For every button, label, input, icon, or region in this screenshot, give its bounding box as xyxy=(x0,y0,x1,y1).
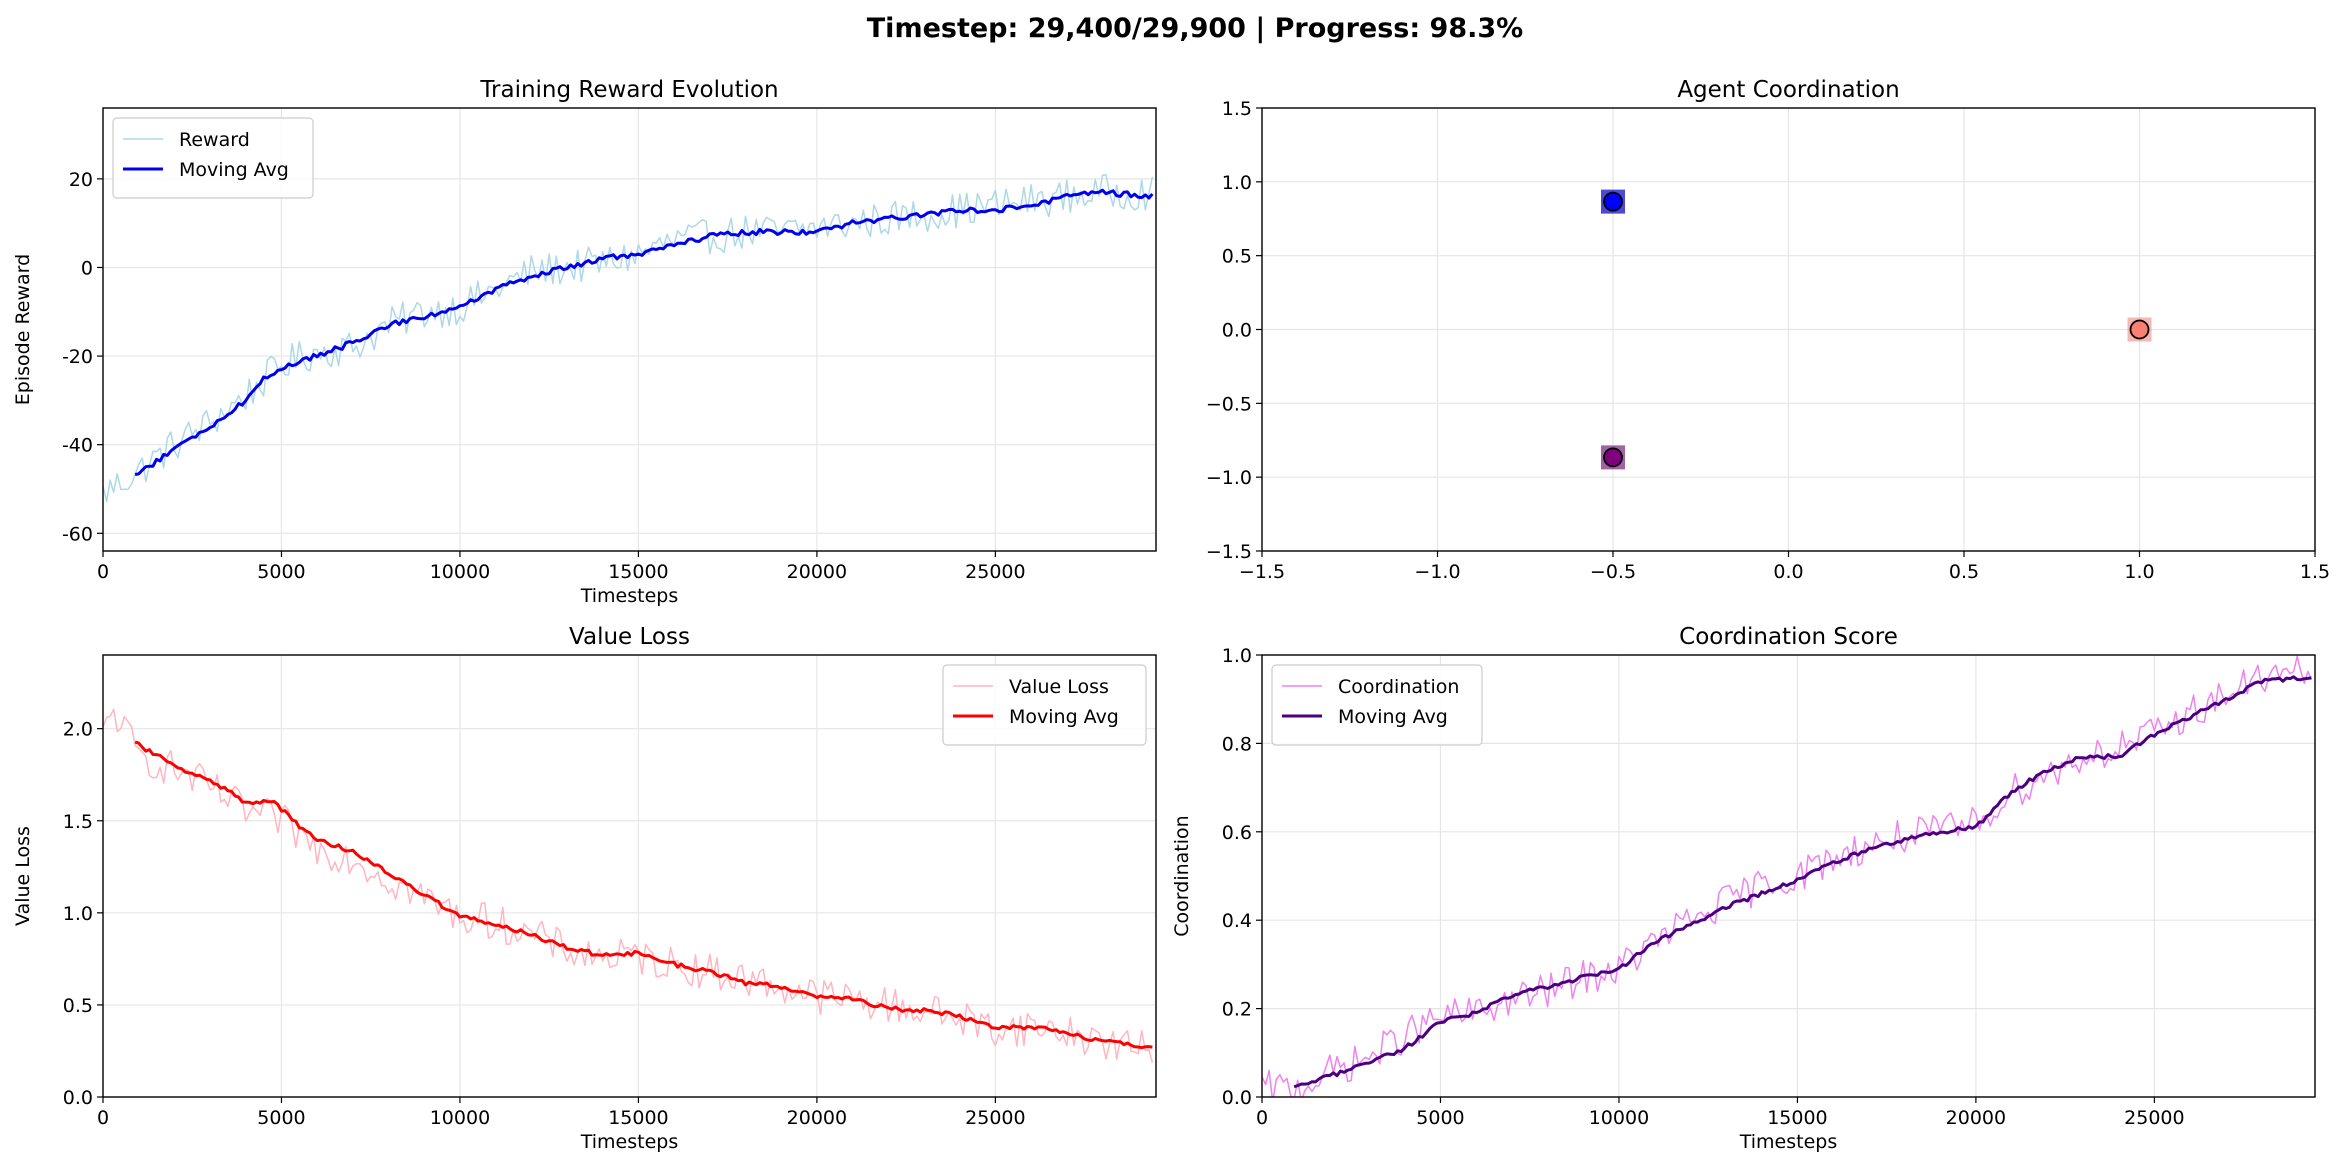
legend: Value Loss Moving Avg xyxy=(942,664,1147,746)
x-tick-label: 20000 xyxy=(1946,1107,2006,1129)
y-tick-label: −1.0 xyxy=(1206,467,1252,489)
legend-box xyxy=(942,664,1147,746)
x-tick-label: 0.0 xyxy=(1773,561,1803,583)
legend-label: Reward xyxy=(179,129,250,151)
legend-box xyxy=(1271,664,1483,746)
x-tick-label: 0 xyxy=(97,561,109,583)
x-tick-label: 10000 xyxy=(430,1107,490,1129)
x-tick-label: 10000 xyxy=(430,561,490,583)
axes-frame xyxy=(1261,654,2316,1098)
x-tick-label: 0.5 xyxy=(1949,561,1979,583)
x-tick-label: 15000 xyxy=(608,1107,668,1129)
y-tick-label: 0.8 xyxy=(1222,733,1252,755)
y-axis-label: Value Loss xyxy=(12,826,34,926)
axes-title: Coordination Score xyxy=(1679,624,1898,650)
x-tick-label: −1.0 xyxy=(1414,561,1460,583)
x-axis-label: Timesteps xyxy=(580,1131,679,1153)
figure-suptitle: Timestep: 29,400/29,900 | Progress: 98.3… xyxy=(867,13,1523,44)
axes-title: Value Loss xyxy=(569,624,690,650)
y-tick-label: 0.0 xyxy=(1222,320,1252,342)
axes-title: Training Reward Evolution xyxy=(479,77,778,103)
y-tick-label: 0.4 xyxy=(1222,910,1252,932)
x-tick-label: 5000 xyxy=(257,1107,305,1129)
x-tick-label: 25000 xyxy=(965,1107,1025,1129)
y-tick-label: 1.5 xyxy=(1222,98,1252,120)
y-tick-label: 1.0 xyxy=(1222,645,1252,667)
y-tick-label: 1.0 xyxy=(1222,172,1252,194)
x-tick-label: −0.5 xyxy=(1590,561,1636,583)
x-tick-label: 15000 xyxy=(1767,1107,1827,1129)
legend: Coordination Moving Avg xyxy=(1271,664,1483,746)
legend-label: Value Loss xyxy=(1009,676,1109,698)
series-line-0 xyxy=(103,708,1154,1063)
x-tick-label: 25000 xyxy=(2124,1107,2184,1129)
reward-plot: 0 5000 10000 15000 20000 25000 -60 -40 -20 0 20 Tra… xyxy=(12,77,1157,607)
y-tick-label: 2.0 xyxy=(63,719,93,741)
legend-label: Moving Avg xyxy=(1338,706,1448,728)
series-line-1 xyxy=(1293,675,2312,1089)
x-tick-label: 15000 xyxy=(608,561,668,583)
x-tick-label: 1.0 xyxy=(2124,561,2154,583)
y-tick-label: 0.6 xyxy=(1222,822,1252,844)
x-tick-label: 0 xyxy=(1256,1107,1268,1129)
y-tick-label: −0.5 xyxy=(1206,393,1252,415)
agent-coordination-plot: −1.5 −1.0 −0.5 0.0 0.5 1.0 1.5 −1.5 −1.0 −0.5 0.0 0… xyxy=(1206,77,2330,583)
y-tick-label: 1.5 xyxy=(63,811,93,833)
y-tick-label: 1.0 xyxy=(63,903,93,925)
axes-frame xyxy=(102,107,1157,552)
agent-point xyxy=(2129,319,2150,340)
y-tick-label: 0.5 xyxy=(1222,246,1252,268)
x-tick-label: 10000 xyxy=(1589,1107,1649,1129)
series-line-1 xyxy=(134,740,1153,1050)
legend-box xyxy=(112,117,314,199)
legend-label: Coordination xyxy=(1338,676,1459,698)
x-tick-label: 5000 xyxy=(257,561,305,583)
y-tick-label: -60 xyxy=(62,523,93,545)
y-tick-label: 0.0 xyxy=(1222,1087,1252,1109)
legend: Reward Moving Avg xyxy=(112,117,314,199)
series-line-0 xyxy=(1262,655,2313,1097)
value-loss-plot: 0 5000 10000 15000 20000 25000 0.0 0.5 1.0 1.5 2.0… xyxy=(12,624,1157,1153)
axes-frame xyxy=(102,654,1157,1098)
coordination-score-plot: 0 5000 10000 15000 20000 25000 0.0 0.2 0.4 0.6 0.8… xyxy=(1171,624,2316,1153)
y-tick-label: 0.2 xyxy=(1222,999,1252,1021)
x-axis-label: Timesteps xyxy=(1739,1131,1838,1153)
y-tick-label: −1.5 xyxy=(1206,541,1252,563)
x-tick-label: 1.5 xyxy=(2300,561,2330,583)
x-tick-label: 20000 xyxy=(787,561,847,583)
y-tick-label: 20 xyxy=(69,169,93,191)
x-tick-label: −1.5 xyxy=(1239,561,1285,583)
series-line-1 xyxy=(134,188,1154,476)
y-tick-label: 0.0 xyxy=(63,1087,93,1109)
axes-title: Agent Coordination xyxy=(1677,77,1899,103)
y-tick-label: -20 xyxy=(62,346,93,368)
x-tick-label: 20000 xyxy=(787,1107,847,1129)
x-tick-label: 0 xyxy=(97,1107,109,1129)
y-tick-label: 0 xyxy=(81,257,93,279)
legend-label: Moving Avg xyxy=(1009,706,1119,728)
agent-point xyxy=(1603,447,1623,468)
agent-point xyxy=(1603,191,1623,212)
y-axis-label: Episode Reward xyxy=(12,254,34,405)
x-axis-label: Timesteps xyxy=(580,585,679,607)
x-tick-label: 5000 xyxy=(1416,1107,1464,1129)
y-tick-label: -40 xyxy=(62,435,93,457)
y-tick-label: 0.5 xyxy=(63,995,93,1017)
legend-label: Moving Avg xyxy=(179,159,289,181)
y-axis-label: Coordination xyxy=(1171,815,1193,936)
x-tick-label: 25000 xyxy=(965,561,1025,583)
